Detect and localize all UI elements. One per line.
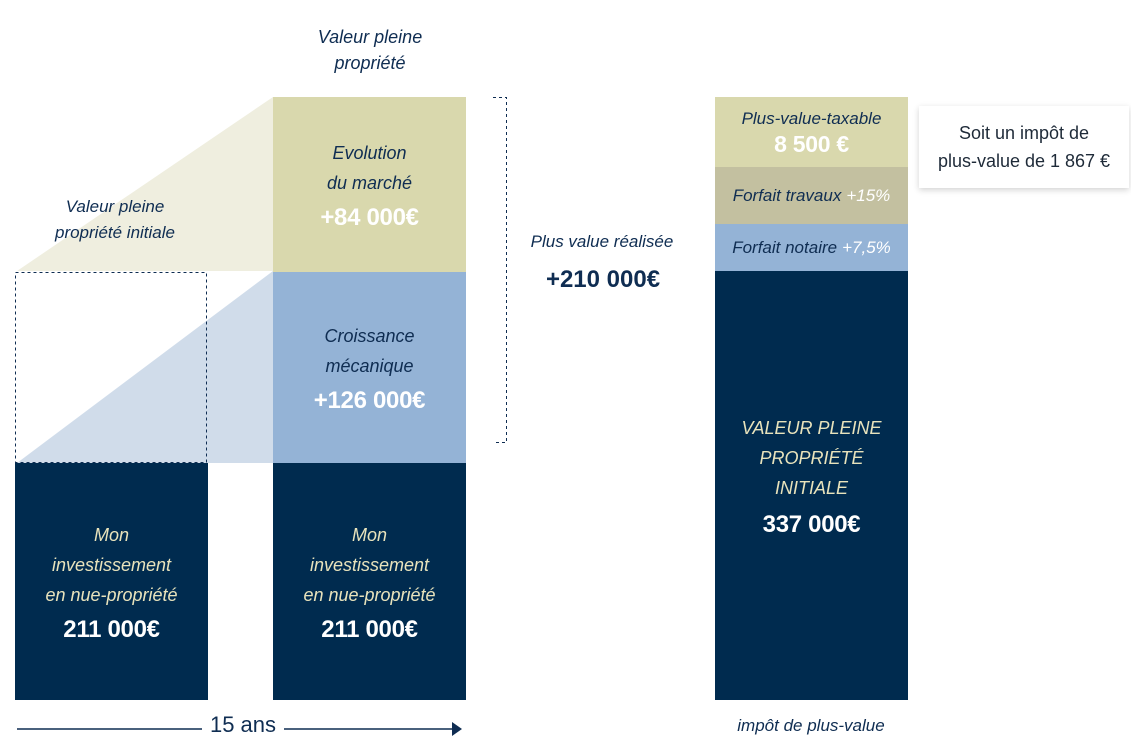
- initial-line1: VALEUR PLEINE: [741, 418, 882, 438]
- initial-value-label: Valeur pleine propriété initiale: [54, 197, 175, 242]
- initial-line2: PROPRIÉTÉ: [759, 448, 864, 468]
- investment-line3: en nue-propriété: [303, 584, 436, 605]
- initial-full-ownership-box: VALEUR PLEINE PROPRIÉTÉ INITIALE 337 000…: [715, 271, 908, 700]
- investment-line2: investissement: [51, 554, 172, 575]
- tax-footer-label: impôt de plus-value: [737, 716, 885, 735]
- works-label: Forfait travaux: [732, 185, 842, 205]
- initial-value-dashed-box: [15, 272, 207, 463]
- market-line2: du marché: [326, 172, 413, 193]
- realized-gain-value: +210 000€: [545, 266, 661, 293]
- works-allowance-box: Forfait travaux +15%: [715, 167, 908, 224]
- notary-label: Forfait notaire: [732, 237, 838, 257]
- timeline-arrowhead: [452, 722, 462, 736]
- taxable-gain-box: Plus-value-taxable 8 500 €: [715, 97, 908, 167]
- notary-allowance-box: Forfait notaire +7,5%: [715, 224, 908, 271]
- investment-line1: Mon: [93, 524, 129, 545]
- taxable-value: 8 500 €: [774, 130, 849, 157]
- investment-value: 211 000€: [321, 615, 418, 643]
- tax-callout: Soit un impôt de plus-value de 1 867 €: [919, 106, 1129, 188]
- callout-line1: Soit un impôt de: [958, 123, 1090, 143]
- market-evolution-box: Evolution du marché +84 000€: [273, 97, 466, 272]
- initial-value: 337 000€: [762, 511, 861, 538]
- market-projection-shape: [17, 97, 273, 271]
- investment-line1: Mon: [351, 524, 387, 545]
- mechanical-growth-box: Croissance mécanique +126 000€: [273, 272, 466, 463]
- taxable-label: Plus-value-taxable: [741, 108, 882, 128]
- market-value: +84 000€: [320, 203, 419, 231]
- investment-box-col1: Mon investissement en nue-propriété 211 …: [15, 463, 208, 700]
- mechanical-line1: Croissance: [324, 325, 415, 346]
- works-pct: +15%: [846, 185, 891, 205]
- notary-pct: +7,5%: [842, 237, 891, 257]
- investment-line2: investissement: [309, 554, 430, 575]
- mechanical-projection-shape: [17, 271, 273, 463]
- mechanical-value: +126 000€: [313, 386, 426, 414]
- realized-bracket: [493, 97, 507, 443]
- initial-line3: INITIALE: [774, 478, 849, 498]
- investment-line3: en nue-propriété: [45, 584, 178, 605]
- mechanical-line2: mécanique: [325, 355, 414, 376]
- timeline-label: 15 ans: [209, 712, 277, 737]
- market-line1: Evolution: [332, 142, 407, 163]
- investment-value: 211 000€: [63, 615, 160, 643]
- investment-box-col2: Mon investissement en nue-propriété 211 …: [273, 463, 466, 700]
- realized-gain-label: Plus value réalisée: [530, 232, 674, 251]
- callout-line2: plus-value de 1 867 €: [937, 151, 1111, 171]
- full-ownership-label: Valeur pleine propriété: [317, 27, 423, 73]
